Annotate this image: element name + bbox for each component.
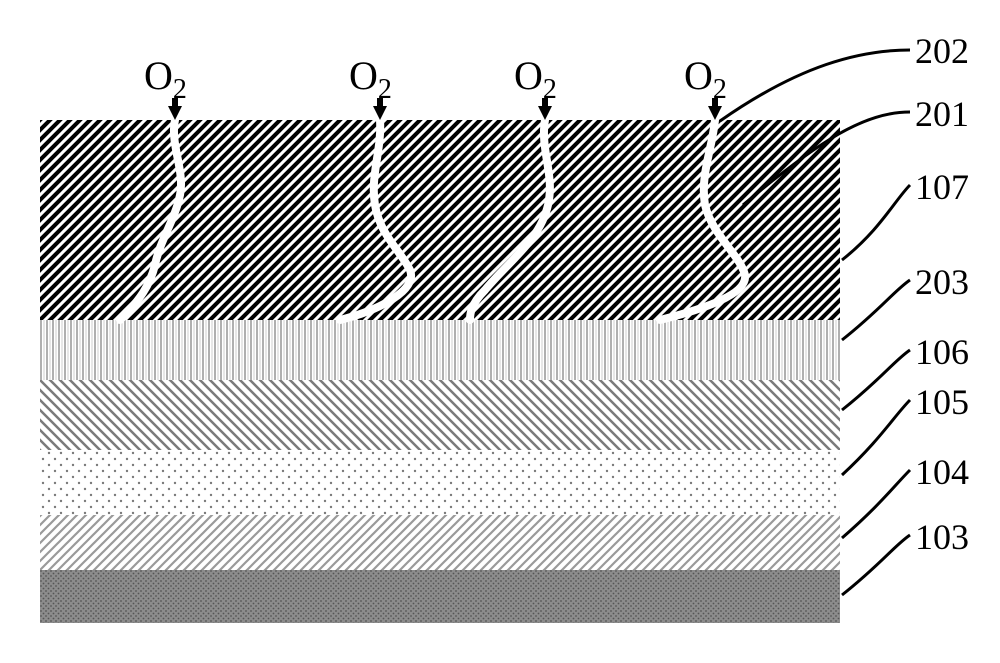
label-105: 105: [915, 381, 969, 423]
o2-label-1: O2: [144, 52, 187, 106]
cross-section-figure: O2 O2 O2 O2: [20, 20, 980, 640]
label-202: 202: [915, 30, 969, 72]
o2-arrow-4: [708, 106, 722, 120]
callout-lines: [40, 120, 980, 640]
o2-label-2: O2: [349, 52, 392, 106]
o2-arrow-3: [538, 106, 552, 120]
o2-label-3: O2: [514, 52, 557, 106]
label-103: 103: [915, 516, 969, 558]
label-203: 203: [915, 261, 969, 303]
label-107: 107: [915, 166, 969, 208]
o2-arrow-1: [168, 106, 182, 120]
o2-label-4: O2: [684, 52, 727, 106]
label-104: 104: [915, 451, 969, 493]
o2-arrow-2: [373, 106, 387, 120]
label-201: 201: [915, 93, 969, 135]
label-106: 106: [915, 331, 969, 373]
